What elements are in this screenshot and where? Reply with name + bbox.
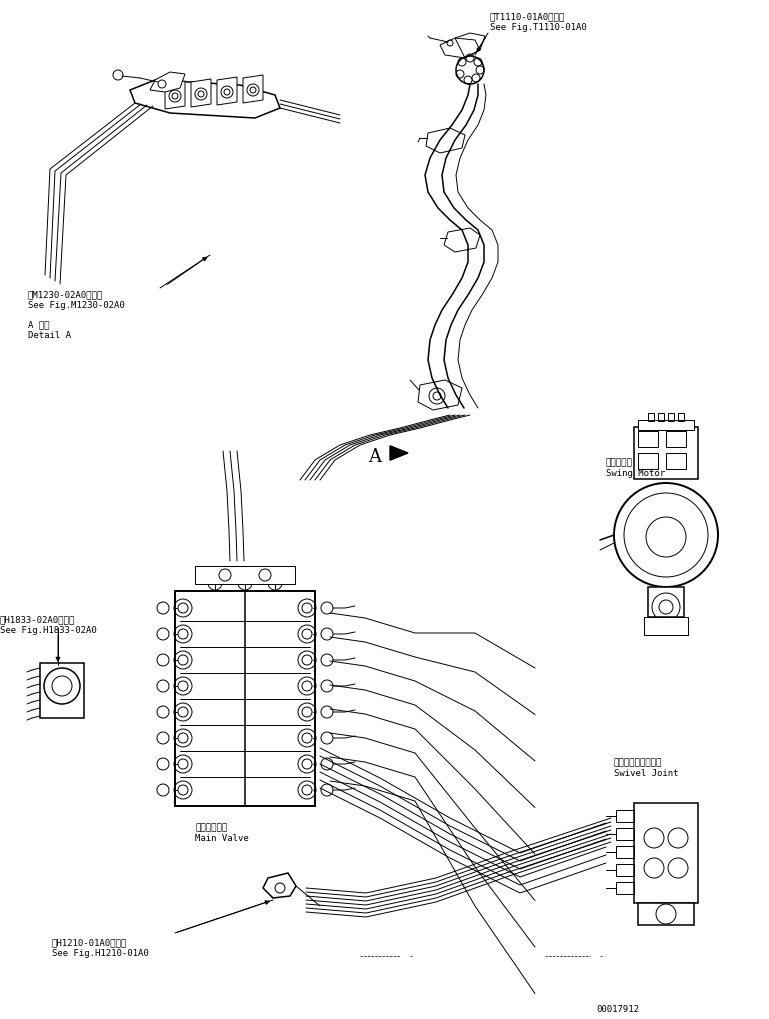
Polygon shape: [150, 72, 185, 92]
Bar: [648, 413, 654, 421]
Bar: [40, 663, 84, 718]
Bar: [616, 810, 634, 822]
Bar: [634, 427, 698, 479]
Bar: [634, 803, 698, 903]
Text: 第M1230-02A0図参照
See Fig.M1230-02A0: 第M1230-02A0図参照 See Fig.M1230-02A0: [28, 290, 125, 310]
Bar: [638, 903, 694, 925]
Polygon shape: [263, 873, 296, 898]
Text: メインバルブ
Main Valve: メインバルブ Main Valve: [195, 823, 248, 843]
Text: 第H1833-02A0図参照
See Fig.H1833-02A0: 第H1833-02A0図参照 See Fig.H1833-02A0: [0, 615, 97, 635]
Polygon shape: [191, 79, 211, 107]
Polygon shape: [165, 81, 185, 109]
Polygon shape: [243, 75, 263, 103]
Bar: [195, 566, 295, 584]
Bar: [666, 453, 686, 469]
Bar: [644, 616, 688, 635]
Polygon shape: [217, 77, 237, 105]
Bar: [616, 846, 634, 858]
Bar: [658, 413, 664, 421]
Bar: [666, 431, 686, 447]
Text: スイベルジョイント
Swivel Joint: スイベルジョイント Swivel Joint: [614, 758, 678, 779]
Bar: [616, 828, 634, 840]
Bar: [678, 413, 684, 421]
Text: 第T1110-01A0図参照
See Fig.T1110-01A0: 第T1110-01A0図参照 See Fig.T1110-01A0: [490, 12, 587, 33]
Text: 00017912: 00017912: [596, 1005, 639, 1014]
Bar: [638, 420, 694, 430]
Bar: [175, 591, 315, 806]
Bar: [668, 413, 674, 421]
Bar: [616, 864, 634, 876]
Polygon shape: [130, 81, 280, 118]
Polygon shape: [390, 445, 408, 461]
Bar: [638, 453, 658, 469]
Text: A 詳細
Detail A: A 詳細 Detail A: [28, 320, 71, 340]
Text: 第H1210-01A0図参照
See Fig.H1210-01A0: 第H1210-01A0図参照 See Fig.H1210-01A0: [52, 938, 148, 958]
Text: A: A: [368, 448, 381, 466]
Bar: [616, 882, 634, 894]
Bar: [638, 431, 658, 447]
Text: 旋回モータ
Swing Motor: 旋回モータ Swing Motor: [606, 458, 665, 478]
Bar: [648, 587, 684, 616]
